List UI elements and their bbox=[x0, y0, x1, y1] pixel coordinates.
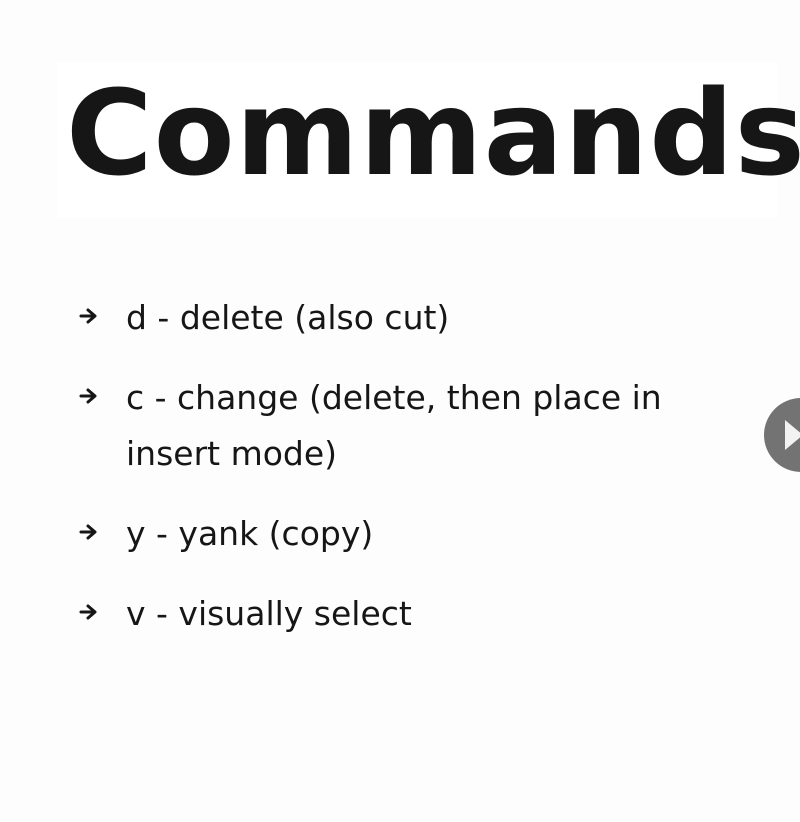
bullet-text: y - yank (copy) bbox=[126, 514, 374, 553]
arrow-right-icon bbox=[78, 601, 100, 623]
bullet-text: c - change (delete, then place in insert… bbox=[126, 378, 662, 473]
arrow-right-icon bbox=[78, 305, 100, 327]
bullet-text: v - visually select bbox=[126, 594, 412, 633]
bullet-item-change: c - change (delete, then place in insert… bbox=[78, 370, 758, 482]
slide-title: Commands bbox=[66, 64, 800, 202]
bullet-list: d - delete (also cut) c - change (delete… bbox=[78, 290, 758, 666]
arrow-right-icon bbox=[78, 521, 100, 543]
bullet-item-visual: v - visually select bbox=[78, 586, 758, 642]
title-band bbox=[58, 62, 778, 218]
bullet-text: d - delete (also cut) bbox=[126, 298, 450, 337]
bullet-item-delete: d - delete (also cut) bbox=[78, 290, 758, 346]
bullet-item-yank: y - yank (copy) bbox=[78, 506, 758, 562]
play-icon bbox=[785, 420, 800, 450]
arrow-right-icon bbox=[78, 385, 100, 407]
